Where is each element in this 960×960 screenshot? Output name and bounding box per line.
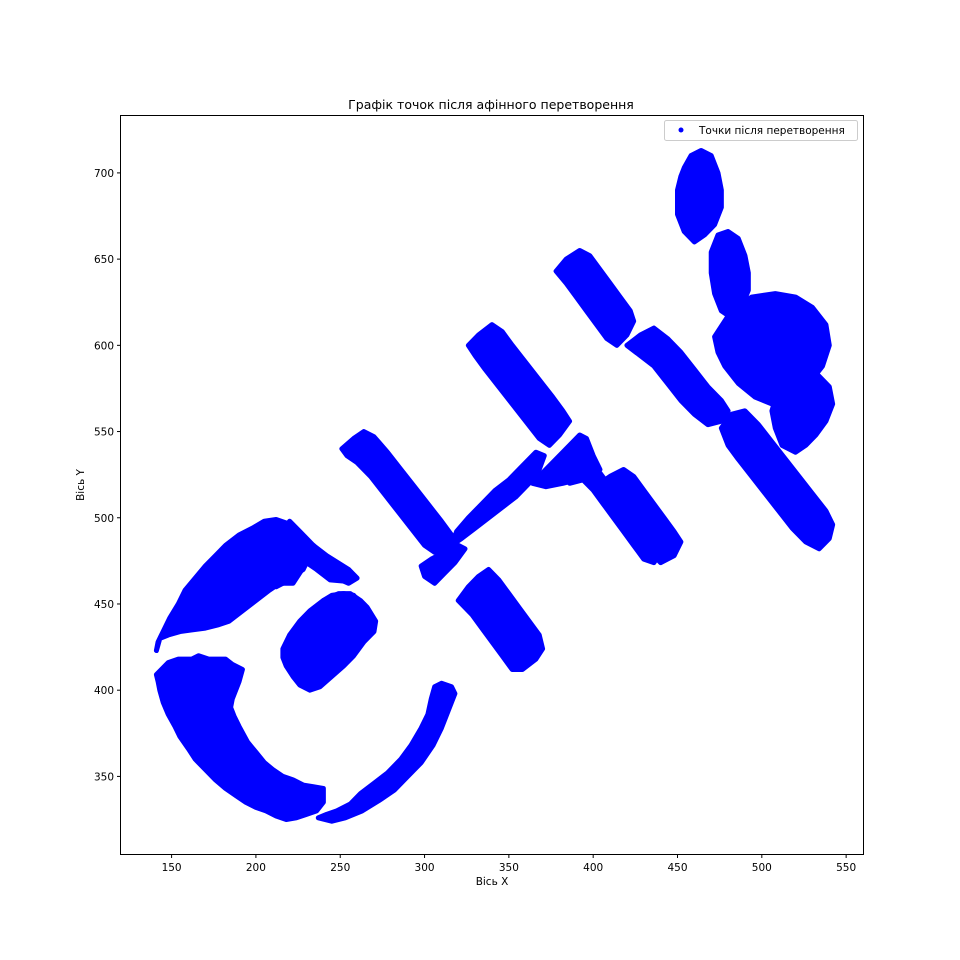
y-axis-ticks: 350 400 450 500 550 600 650 700 — [94, 168, 121, 783]
x-axis-label: Вісь X — [476, 876, 509, 888]
legend-label: Точки після перетворення — [698, 125, 845, 137]
y-tick-label: 400 — [94, 685, 114, 697]
point-cluster-c-lower-arc — [153, 653, 326, 823]
y-tick-label: 700 — [94, 168, 114, 180]
x-tick-label: 500 — [752, 862, 772, 874]
point-cluster-b-bowl-inner — [742, 322, 815, 379]
x-axis-ticks: 150 200 250 300 350 400 450 500 550 — [162, 854, 856, 874]
chart-title: Графік точок після афінного перетворення — [348, 97, 634, 112]
y-tick-label: 450 — [94, 599, 114, 611]
legend-marker — [678, 127, 684, 133]
x-tick-label: 200 — [246, 862, 266, 874]
legend: Точки після перетворення — [664, 120, 858, 141]
point-cluster-b-top-stem — [675, 147, 724, 245]
y-axis-label: Вісь Y — [75, 469, 87, 501]
point-cluster-b-lower-right — [718, 408, 836, 552]
legend-frame — [664, 120, 858, 141]
point-cluster-b-right-top — [769, 363, 836, 455]
data-points — [153, 147, 836, 824]
plot-area — [120, 115, 864, 855]
point-cluster-h-right-stem — [465, 322, 573, 448]
y-tick-label: 600 — [94, 340, 114, 352]
x-tick-label: 550 — [836, 862, 856, 874]
x-tick-label: 150 — [162, 862, 182, 874]
point-cluster-h-lower-stem — [455, 566, 546, 672]
point-cluster-b-left-stem — [624, 325, 731, 428]
point-cluster-i-upper-stem — [553, 247, 637, 348]
point-cluster-c-lower-right — [315, 680, 458, 824]
x-tick-label: 400 — [583, 862, 603, 874]
point-cluster-h-crossbar — [449, 449, 547, 548]
point-cluster-c-tail-top — [263, 518, 353, 586]
y-tick-label: 500 — [94, 513, 114, 525]
y-tick-label: 350 — [94, 771, 114, 783]
x-tick-label: 250 — [330, 862, 350, 874]
point-cluster-h-left-stem — [339, 429, 455, 555]
point-cluster-c-inner-nub — [320, 591, 363, 624]
point-cluster-h-small-mark — [418, 542, 468, 586]
x-tick-label: 350 — [499, 862, 519, 874]
x-tick-label: 300 — [415, 862, 435, 874]
point-cluster-i-diagonal — [529, 432, 603, 490]
x-tick-label: 450 — [667, 862, 687, 874]
y-tick-label: 550 — [94, 427, 114, 439]
point-cluster-i-right-stem — [597, 466, 684, 566]
y-tick-label: 650 — [94, 254, 114, 266]
